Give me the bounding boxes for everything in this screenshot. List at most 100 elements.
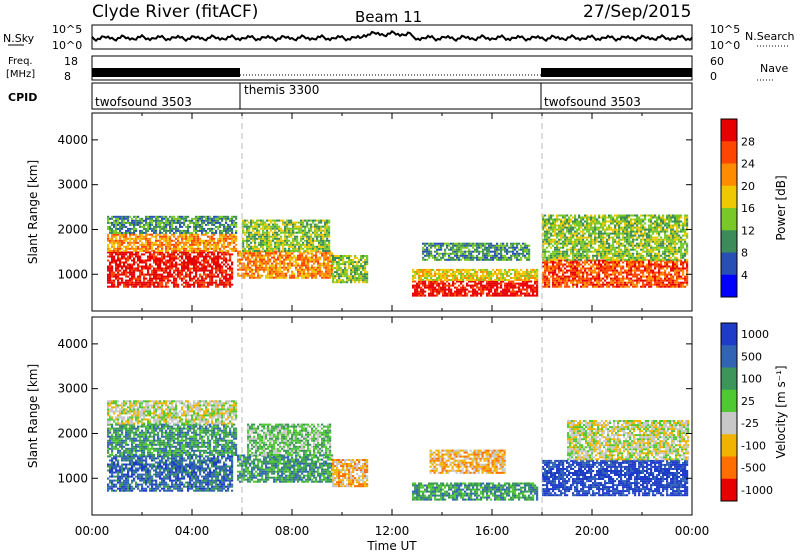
echo-cell (211, 229, 214, 232)
echo-cell (342, 263, 345, 266)
echo-cell (201, 221, 204, 224)
echo-cell (350, 255, 353, 257)
echo-cell (266, 249, 269, 252)
echo-cell (323, 256, 326, 259)
echo-cell (424, 244, 427, 247)
echo-cell (570, 281, 573, 284)
echo-cell (151, 243, 154, 246)
echo-cell (203, 239, 206, 242)
echo-cell (636, 279, 639, 282)
echo-cell (215, 269, 218, 272)
echo-cell (586, 273, 589, 276)
echo-cell (476, 294, 479, 297)
echo-cell (480, 290, 483, 293)
echo-cell (269, 272, 272, 275)
echo-cell (147, 215, 150, 218)
echo-cell (316, 245, 319, 248)
echo-cell (185, 241, 188, 244)
echo-cell (279, 264, 282, 267)
echo-cell (231, 239, 234, 242)
echo-cell (594, 271, 597, 274)
echo-cell (211, 259, 214, 262)
echo-cell (468, 268, 471, 271)
echo-cell (440, 242, 443, 245)
echo-cell (301, 272, 304, 275)
echo-cell (301, 266, 304, 269)
echo-cell (458, 254, 461, 257)
echo-cell (656, 265, 659, 268)
echo-cell (620, 277, 623, 280)
echo-cell (185, 229, 188, 232)
echo-cell (203, 219, 206, 222)
echo-cell (119, 247, 122, 250)
echo-cell (201, 255, 204, 258)
echo-cell (678, 281, 681, 284)
echo-cell (276, 235, 279, 238)
echo-cell (578, 269, 581, 272)
echo-cell (119, 261, 122, 264)
echo-cell (293, 272, 296, 275)
echo-cell (434, 242, 437, 245)
echo-cell (227, 227, 230, 230)
echo-cell (109, 229, 112, 232)
echo-cell (596, 263, 599, 266)
echo-cell (656, 281, 659, 284)
echo-cell (185, 247, 188, 250)
echo-cell (187, 259, 190, 262)
echo-cell (285, 268, 288, 271)
echo-cell (311, 266, 314, 269)
echo-cell (488, 282, 491, 285)
echo-cell (548, 258, 551, 261)
echo-cell (111, 227, 114, 230)
echo-cell (205, 247, 208, 250)
echo-cell (578, 275, 581, 278)
echo-cell (548, 238, 551, 241)
echo-cell (546, 220, 549, 223)
echo-cell (133, 239, 136, 242)
echo-cell (484, 252, 487, 255)
echo-cell (143, 277, 146, 280)
echo-cell (620, 271, 623, 274)
echo-cell (498, 282, 501, 285)
echo-cell (325, 264, 328, 267)
echo-cell (454, 250, 457, 253)
echo-cell (582, 271, 585, 274)
echo-cell (506, 294, 509, 297)
echo-cell (135, 237, 138, 240)
echo-cell (500, 246, 503, 249)
echo-cell (229, 235, 232, 238)
echo-cell (480, 246, 483, 249)
echo-cell (572, 267, 575, 270)
echo-cell (350, 269, 353, 272)
echo-cell (207, 283, 210, 286)
echo-cell (252, 219, 255, 222)
echo-cell (123, 283, 126, 286)
echo-cell (638, 269, 641, 272)
echo-cell (244, 239, 247, 242)
echo-cell (113, 259, 116, 262)
echo-cell (113, 255, 116, 258)
echo-cell (201, 219, 204, 222)
echo-cell (159, 263, 162, 266)
echo-cell (548, 277, 551, 280)
echo-cell (642, 269, 645, 272)
echo-cell (322, 219, 325, 222)
echo-cell (662, 271, 665, 274)
echo-cell (308, 229, 311, 232)
echo-cell (644, 269, 647, 272)
echo-cell (175, 273, 178, 276)
echo-cell (478, 279, 481, 281)
nsearch-tick-bottom: 10^0 (710, 39, 740, 52)
echo-cell (570, 271, 573, 274)
echo-cell (442, 288, 445, 291)
echo-cell (442, 254, 445, 257)
echo-cell (636, 281, 639, 284)
echo-cell (229, 223, 232, 226)
echo-cell (165, 265, 168, 268)
echo-cell (265, 266, 268, 269)
echo-cell (254, 243, 257, 246)
echo-cell (308, 247, 311, 250)
echo-cell (157, 269, 160, 272)
echo-cell (185, 249, 188, 252)
echo-cell (346, 281, 349, 284)
